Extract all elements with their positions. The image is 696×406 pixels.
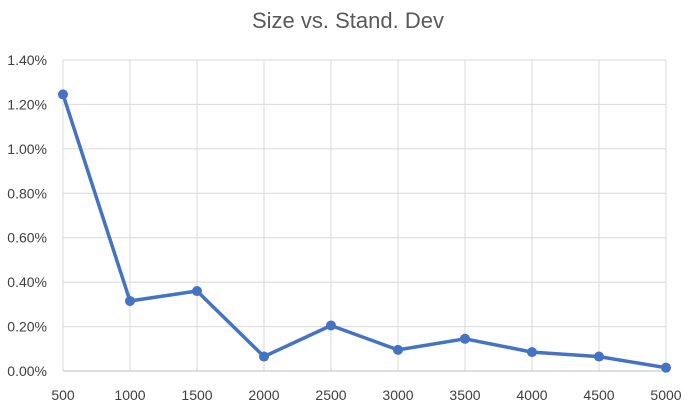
x-tick-label: 2000	[248, 387, 279, 403]
x-tick-label: 4000	[516, 387, 547, 403]
data-point	[594, 351, 604, 362]
x-tick-label: 4500	[583, 387, 614, 403]
data-point	[661, 362, 671, 373]
y-tick-label: 0.80%	[7, 185, 47, 201]
data-point	[460, 333, 470, 344]
data-series	[58, 89, 671, 373]
x-tick-label: 2500	[315, 387, 346, 403]
x-tick-label: 1000	[114, 387, 145, 403]
y-tick-label: 1.20%	[7, 96, 47, 112]
chart-title: Size vs. Stand. Dev	[252, 8, 444, 33]
y-tick-label: 0.60%	[7, 230, 47, 246]
series-line	[61, 92, 668, 370]
y-axis-tick-labels: 0.00% 0.20% 0.40% 0.60% 0.80% 1.00% 1.20% 1.40%	[7, 52, 47, 379]
y-tick-label: 1.00%	[7, 141, 47, 157]
data-point	[527, 347, 537, 358]
x-axis-tick-labels: 500 1000 1500 2000 2500 3000 3500 4000 4500 5000	[51, 387, 681, 403]
y-tick-label: 1.40%	[7, 52, 47, 68]
x-tick-label: 3000	[382, 387, 413, 403]
data-point	[326, 320, 336, 331]
data-point	[125, 296, 135, 307]
y-tick-label: 0.20%	[7, 319, 47, 335]
data-point	[58, 89, 68, 100]
data-point	[192, 286, 202, 297]
y-tick-label: 0.00%	[7, 363, 47, 379]
x-tick-label: 3500	[449, 387, 480, 403]
x-tick-label: 500	[51, 387, 75, 403]
x-tick-label: 5000	[650, 387, 681, 403]
gridlines	[62, 59, 667, 371]
y-tick-label: 0.40%	[7, 274, 47, 290]
x-tick-label: 1500	[181, 387, 212, 403]
data-point	[259, 351, 269, 362]
data-point	[393, 344, 403, 355]
